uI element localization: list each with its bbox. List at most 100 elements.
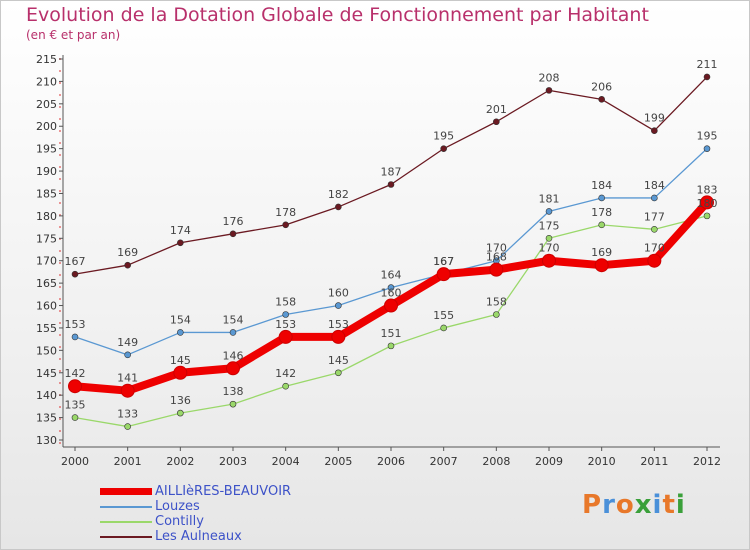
data-label: 169: [117, 246, 138, 259]
data-point: [229, 329, 237, 336]
x-tick-label: 2000: [61, 455, 89, 468]
data-label: 170: [539, 242, 560, 255]
data-point: [335, 302, 342, 309]
data-point: [177, 329, 184, 336]
data-label: 195: [697, 130, 718, 143]
data-label: 158: [486, 295, 507, 308]
data-label: 167: [433, 255, 454, 268]
data-label: 183: [697, 183, 718, 196]
data-point: [598, 194, 605, 202]
data-point: [229, 230, 237, 238]
data-point: [598, 96, 605, 103]
data-point: [651, 226, 658, 233]
legend-swatch: [100, 506, 152, 508]
y-tick-label: 140: [36, 389, 57, 402]
data-label: 195: [433, 130, 454, 143]
data-point: [173, 365, 188, 380]
legend-label: AILLIèRES-BEAUVOIR: [155, 484, 292, 499]
legend-swatch: [100, 488, 152, 495]
data-point: [647, 253, 662, 268]
y-tick-label: 195: [36, 143, 57, 156]
data-label: 180: [697, 197, 718, 210]
data-point: [489, 262, 504, 277]
legend-swatch: [100, 536, 152, 538]
data-point: [226, 361, 240, 376]
x-tick-label: 2001: [114, 455, 142, 468]
y-tick-label: 190: [36, 165, 57, 178]
data-label: 164: [381, 269, 402, 282]
data-label: 167: [433, 255, 454, 268]
data-point: [124, 261, 131, 269]
data-label: 170: [644, 242, 665, 255]
data-point: [278, 329, 293, 344]
data-label: 182: [328, 188, 349, 201]
data-label: 149: [117, 336, 138, 349]
x-tick-label: 2012: [693, 455, 721, 468]
data-point: [229, 400, 237, 408]
data-point: [594, 258, 609, 273]
data-point: [440, 145, 447, 152]
data-label: 184: [644, 179, 665, 192]
data-point: [387, 284, 395, 291]
y-tick-label: 145: [36, 367, 57, 380]
data-label: 133: [117, 408, 138, 421]
x-tick-label: 2007: [430, 455, 458, 468]
chart-subtitle: (en € et par an): [26, 28, 121, 42]
legend-swatch: [100, 521, 152, 523]
data-label: 211: [697, 58, 718, 71]
data-point: [436, 267, 451, 282]
proxiti-logo: Proxiti: [582, 490, 686, 520]
x-tick-label: 2005: [324, 455, 352, 468]
data-point: [282, 311, 289, 318]
data-point: [545, 87, 553, 94]
data-point: [177, 409, 184, 417]
y-tick-label: 165: [36, 277, 57, 290]
x-tick-label: 2010: [588, 455, 616, 468]
data-point: [124, 423, 131, 430]
y-tick-label: 135: [36, 412, 57, 425]
data-label: 145: [170, 354, 191, 367]
data-point: [703, 73, 711, 81]
data-label: 153: [328, 318, 349, 331]
data-label: 201: [486, 103, 507, 116]
data-label: 199: [644, 112, 665, 125]
data-label: 177: [644, 210, 665, 223]
legend-label: Louzes: [155, 499, 200, 514]
data-label: 142: [65, 367, 86, 380]
y-tick-label: 185: [36, 187, 57, 200]
data-point: [545, 208, 553, 215]
data-label: 184: [591, 179, 612, 192]
data-label: 141: [117, 372, 138, 385]
data-point: [651, 194, 658, 202]
data-label: 153: [65, 318, 86, 331]
data-point: [282, 221, 289, 229]
data-label: 154: [223, 313, 244, 326]
y-tick-label: 175: [36, 232, 57, 245]
data-point: [700, 195, 714, 210]
data-point: [545, 234, 553, 242]
data-point: [124, 351, 131, 359]
data-label: 181: [539, 192, 560, 205]
y-tick-label: 210: [36, 75, 57, 88]
y-tick-label: 130: [36, 434, 57, 447]
data-label: 153: [275, 318, 296, 331]
data-label: 170: [486, 242, 507, 255]
y-tick-label: 160: [36, 300, 57, 313]
data-point: [177, 239, 184, 247]
data-point: [71, 270, 79, 278]
data-label: 158: [275, 295, 296, 308]
chart-title: Evolution de la Dotation Globale de Fonc…: [26, 4, 649, 26]
data-label: 155: [433, 309, 454, 322]
legend-label: Contilly: [155, 514, 204, 529]
data-point: [703, 145, 711, 152]
data-point: [335, 369, 342, 377]
legend-label: Les Aulneaux: [155, 529, 242, 544]
y-tick-label: 180: [36, 210, 57, 223]
data-label: 167: [65, 255, 86, 268]
y-tick-label: 155: [36, 322, 57, 335]
data-label: 160: [328, 287, 349, 300]
data-label: 178: [275, 206, 296, 219]
data-point: [71, 414, 79, 421]
